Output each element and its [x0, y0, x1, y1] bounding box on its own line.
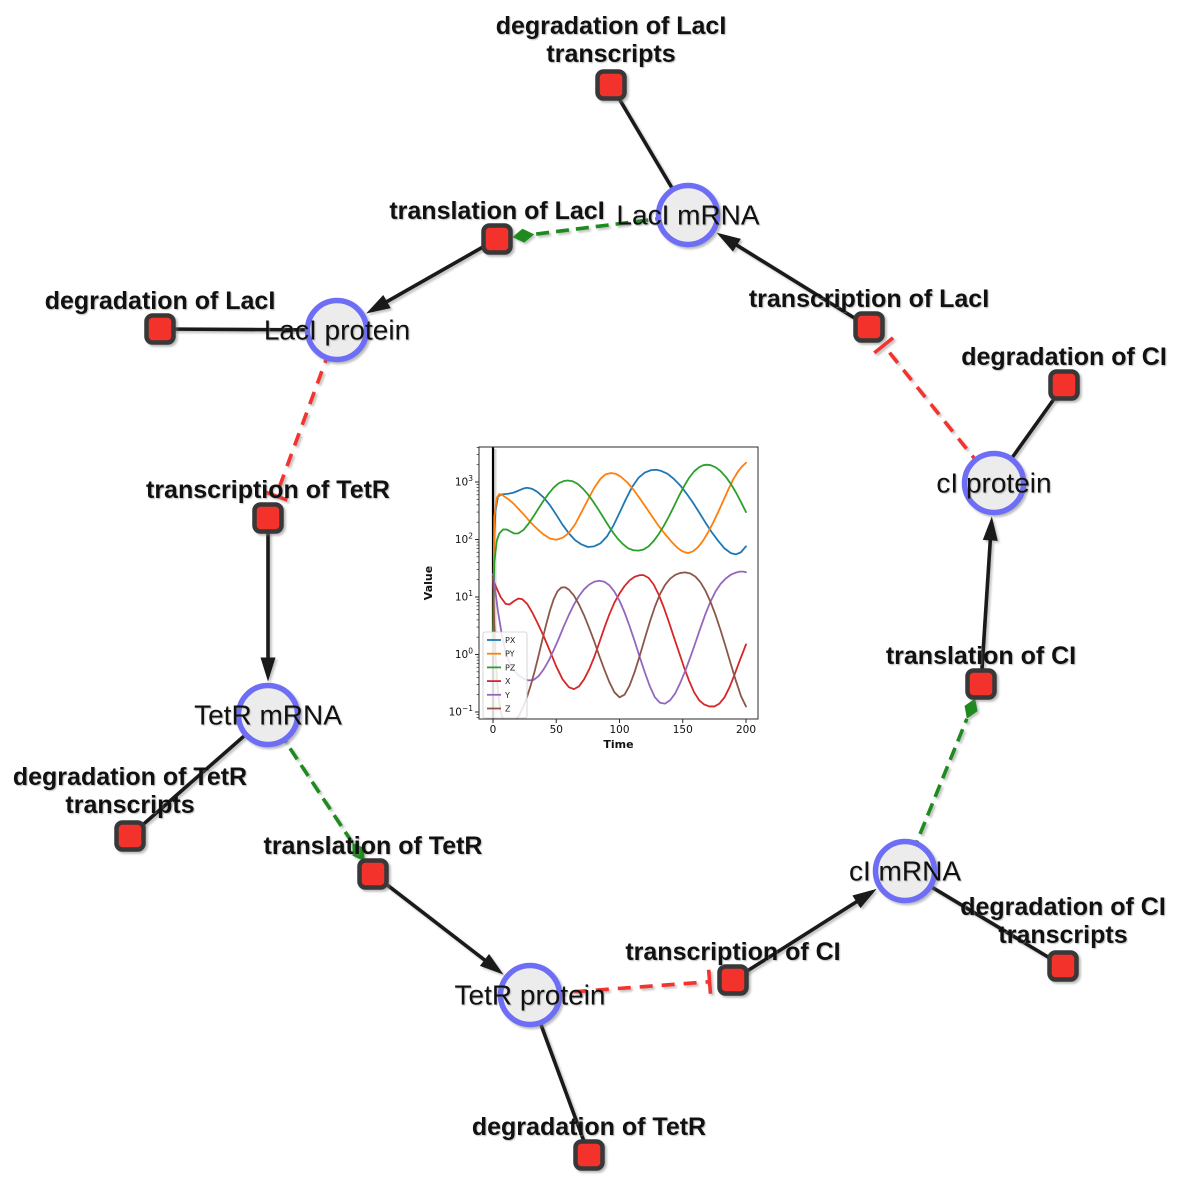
plot-legend: PX PY PZ XYZ: [482, 631, 528, 719]
reaction-node-transcription-laci[interactable]: [853, 311, 885, 343]
reaction-label-transcription-ci-line1: transcription of CI: [625, 938, 840, 966]
series-line-PY: [492, 461, 747, 656]
x-tick-50: 50: [550, 724, 563, 736]
species-node-laci-protein[interactable]: [304, 297, 370, 363]
y-tick-1e0: 100: [455, 647, 473, 662]
species-node-ci-mrna[interactable]: [872, 838, 938, 904]
edge-product-transcription-tetr-to-tetr-mrna: [260, 518, 276, 682]
edge-product-translation-tetr-to-tetr-protein: [371, 872, 504, 975]
species-label-ci-protein: cI protein: [936, 468, 1051, 499]
reaction-label-deg-tetr-transcripts-line1: degradation of TetR: [13, 763, 247, 791]
species-node-ci-protein[interactable]: [961, 450, 1027, 516]
species-label-laci-mrna: LacI mRNA: [616, 200, 759, 231]
reaction-node-translation-laci[interactable]: [481, 223, 513, 255]
y-tick-1e2: 102: [455, 532, 473, 547]
y-tick-1e1: 101: [455, 589, 473, 604]
reaction-node-deg-tetr-transcripts[interactable]: [114, 820, 146, 852]
reaction-node-transcription-ci[interactable]: [717, 964, 749, 996]
edge-product-translation-laci-to-laci-protein: [366, 237, 498, 314]
reaction-node-deg-laci[interactable]: [144, 313, 176, 345]
x-tick-150: 150: [673, 724, 693, 736]
reaction-node-deg-laci-transcripts[interactable]: [595, 69, 627, 101]
axes-box: [478, 446, 759, 720]
legend-label-PZ: PZ: [505, 663, 516, 672]
series-line-X: [492, 574, 747, 708]
species-label-ci-mrna: cI mRNA: [849, 856, 961, 887]
reaction-node-deg-ci-transcripts[interactable]: [1047, 950, 1079, 982]
series-line-Y: [492, 570, 747, 705]
y-tick-1e3: 103: [455, 474, 473, 489]
nodes-layer: [114, 69, 1080, 1171]
species-label-tetr-mrna: TetR mRNA: [194, 700, 342, 731]
edge-product-transcription-ci-to-ci-mrna: [732, 888, 877, 982]
reaction-node-deg-ci[interactable]: [1048, 369, 1080, 401]
species-node-laci-mrna[interactable]: [655, 182, 721, 248]
labels-layer: LacI mRNA LacI protein TetR mRNA TetR prote…: [13, 12, 1167, 1141]
reaction-label-translation-ci-line1: translation of CI: [886, 642, 1076, 670]
y-axis-label: Value: [422, 566, 435, 600]
reaction-label-deg-laci-transcripts-line2: transcripts: [546, 40, 675, 68]
reaction-node-translation-tetr[interactable]: [357, 858, 389, 890]
reaction-node-translation-ci[interactable]: [965, 668, 997, 700]
legend-label-PX: PX: [505, 636, 516, 645]
x-axis-label: Time: [603, 738, 633, 751]
reaction-node-deg-tetr[interactable]: [573, 1139, 605, 1171]
reaction-node-transcription-tetr[interactable]: [252, 502, 284, 534]
reaction-label-translation-tetr-line1: translation of TetR: [264, 832, 483, 860]
reaction-label-deg-tetr-transcripts-line2: transcripts: [65, 791, 194, 819]
x-tick-100: 100: [609, 724, 629, 736]
reaction-label-transcription-tetr-line1: transcription of TetR: [146, 476, 390, 504]
simulation-inset-plot: 0 50 100 150 20010−1100101102103TimeValuePXP…: [420, 433, 775, 765]
legend-label-X: X: [505, 677, 511, 686]
series-line-PZ: [492, 463, 747, 656]
species-label-tetr-protein: TetR protein: [455, 980, 606, 1011]
series-line-PX: [492, 468, 747, 656]
y-tick-1e-1: 10−1: [449, 704, 474, 719]
species-label-laci-protein: LacI protein: [264, 315, 410, 346]
reaction-label-deg-ci-transcripts-line2: transcripts: [998, 921, 1127, 949]
reaction-label-deg-laci-line1: degradation of LacI: [45, 287, 276, 315]
legend-label-Z: Z: [505, 705, 511, 714]
reaction-label-deg-ci-transcripts-line1: degradation of CI: [960, 893, 1166, 921]
edge-product-transcription-laci-to-laci-mrna: [716, 232, 870, 329]
edge-product-translation-ci-to-ci-protein: [979, 516, 998, 685]
reaction-label-transcription-laci-line1: transcription of LacI: [749, 285, 989, 313]
legend-label-PY: PY: [505, 650, 515, 659]
legend-label-Y: Y: [504, 691, 510, 700]
x-tick-200: 200: [736, 724, 756, 736]
species-node-tetr-mrna[interactable]: [235, 682, 301, 748]
species-node-tetr-protein[interactable]: [497, 962, 563, 1028]
reaction-label-deg-tetr-line1: degradation of TetR: [472, 1113, 706, 1141]
reaction-label-translation-laci-line1: translation of LacI: [389, 197, 604, 225]
reaction-label-deg-ci-line1: degradation of CI: [961, 343, 1167, 371]
x-tick-0: 0: [490, 724, 497, 736]
reaction-label-deg-laci-transcripts-line1: degradation of LacI: [496, 12, 727, 40]
